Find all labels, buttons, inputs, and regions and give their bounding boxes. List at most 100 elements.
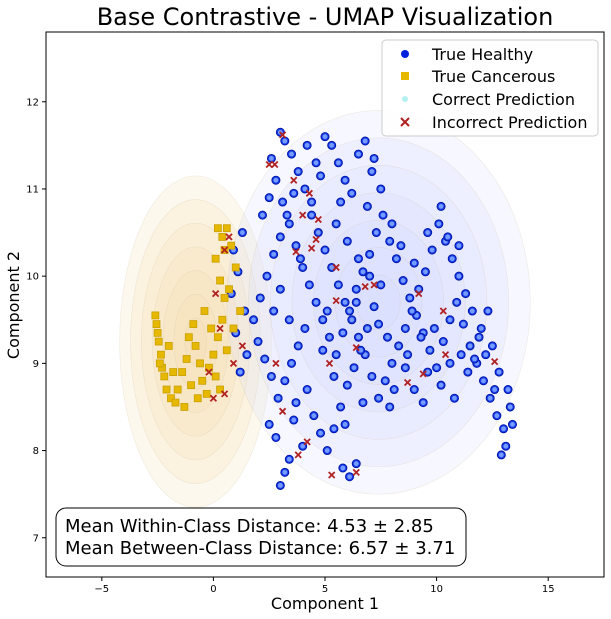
point-true-healthy — [293, 167, 303, 177]
point-true-healthy — [300, 323, 310, 333]
point-true-healthy — [329, 424, 339, 434]
point-true-healthy — [320, 132, 330, 142]
point-true-healthy — [293, 341, 303, 351]
point-true-healthy — [385, 402, 395, 412]
point-true-healthy — [418, 398, 428, 408]
point-true-healthy — [333, 158, 343, 168]
point-true-healthy — [427, 245, 437, 255]
point-true-healthy — [242, 350, 252, 360]
legend-label-correct-prediction: Correct Prediction — [432, 90, 575, 109]
point-true-cancerous — [211, 254, 220, 263]
legend-label-true-healthy: True Healthy — [431, 45, 533, 64]
point-true-cancerous — [160, 372, 169, 381]
point-true-cancerous — [182, 355, 191, 363]
point-true-cancerous — [218, 315, 227, 324]
legend-box — [381, 39, 599, 137]
point-true-healthy — [389, 385, 399, 395]
point-true-healthy — [316, 428, 326, 438]
point-true-healthy — [396, 241, 406, 251]
point-true-healthy — [458, 319, 468, 329]
point-true-healthy — [369, 302, 379, 312]
point-true-healthy — [304, 280, 314, 290]
point-incorrect-prediction — [314, 215, 322, 224]
point-true-healthy — [255, 293, 265, 303]
point-true-healthy — [367, 371, 377, 381]
point-true-healthy — [447, 254, 457, 264]
point-true-healthy — [291, 398, 301, 408]
point-true-healthy — [353, 149, 363, 159]
point-true-healthy — [253, 337, 263, 347]
point-true-healthy — [449, 393, 459, 403]
point-true-healthy — [353, 332, 363, 342]
y-axis-ticks: 7 8 9 10 11 12 — [26, 97, 46, 544]
point-true-healthy — [351, 297, 361, 307]
point-true-healthy — [271, 432, 281, 442]
point-true-healthy — [374, 393, 384, 403]
stats-annotation: Mean Within-Class Distance: 4.53 ± 2.85 … — [55, 507, 467, 567]
point-true-healthy — [374, 319, 384, 329]
point-true-healthy — [400, 323, 410, 333]
point-incorrect-prediction — [332, 263, 340, 272]
point-incorrect-prediction — [441, 351, 450, 359]
point-true-cancerous — [236, 307, 245, 315]
point-true-healthy — [291, 241, 301, 251]
point-true-healthy — [362, 201, 372, 211]
point-true-cancerous — [180, 403, 189, 411]
point-true-healthy — [340, 175, 350, 185]
point-true-healthy — [289, 415, 299, 425]
point-true-healthy — [487, 341, 497, 351]
y-tick-label: 10 — [26, 272, 39, 283]
point-true-healthy — [385, 236, 395, 246]
point-true-healthy — [269, 306, 279, 316]
point-true-healthy — [271, 175, 281, 185]
point-true-healthy — [387, 358, 397, 368]
point-true-healthy — [503, 385, 513, 395]
point-incorrect-prediction — [216, 324, 224, 333]
point-true-healthy — [494, 367, 504, 377]
point-true-healthy — [313, 228, 323, 238]
point-true-healthy — [264, 193, 274, 203]
point-true-healthy — [287, 358, 297, 368]
point-true-cancerous — [154, 337, 163, 346]
point-true-cancerous — [207, 324, 216, 333]
point-incorrect-prediction — [415, 289, 423, 298]
point-true-cancerous — [200, 307, 209, 315]
point-incorrect-prediction — [229, 359, 238, 367]
point-true-cancerous — [229, 324, 238, 333]
x-tick-label: 10 — [430, 584, 443, 595]
point-true-healthy — [394, 341, 404, 351]
point-incorrect-prediction — [361, 282, 369, 291]
point-true-healthy — [429, 323, 439, 333]
point-true-healthy — [320, 245, 330, 255]
point-true-healthy — [507, 419, 517, 429]
point-true-cancerous — [216, 276, 224, 285]
point-true-healthy — [416, 332, 426, 342]
density-contour-0-6 — [184, 317, 207, 366]
point-true-cancerous — [191, 342, 200, 350]
point-incorrect-prediction — [439, 307, 447, 315]
point-true-cancerous — [222, 224, 231, 233]
point-true-cancerous — [216, 385, 224, 394]
point-true-healthy — [280, 467, 290, 477]
point-incorrect-prediction — [352, 344, 360, 352]
point-true-healthy — [465, 341, 475, 351]
point-true-healthy — [237, 228, 247, 238]
point-true-healthy — [351, 459, 361, 469]
point-true-healthy — [338, 328, 348, 338]
point-true-cancerous — [157, 350, 165, 359]
point-true-cancerous — [231, 263, 240, 272]
point-true-cancerous — [164, 342, 173, 350]
y-tick-label: 9 — [33, 359, 39, 370]
point-true-cancerous — [220, 294, 229, 302]
point-true-healthy — [331, 219, 341, 229]
point-true-cancerous — [173, 385, 182, 394]
point-true-healthy — [490, 385, 500, 395]
point-true-healthy — [376, 280, 386, 290]
point-true-healthy — [351, 284, 361, 294]
point-true-healthy — [425, 345, 435, 355]
point-true-cancerous — [167, 394, 175, 403]
point-true-healthy — [492, 411, 502, 421]
point-true-cancerous — [187, 381, 195, 390]
point-true-healthy — [347, 188, 357, 198]
point-true-healthy — [452, 297, 462, 307]
